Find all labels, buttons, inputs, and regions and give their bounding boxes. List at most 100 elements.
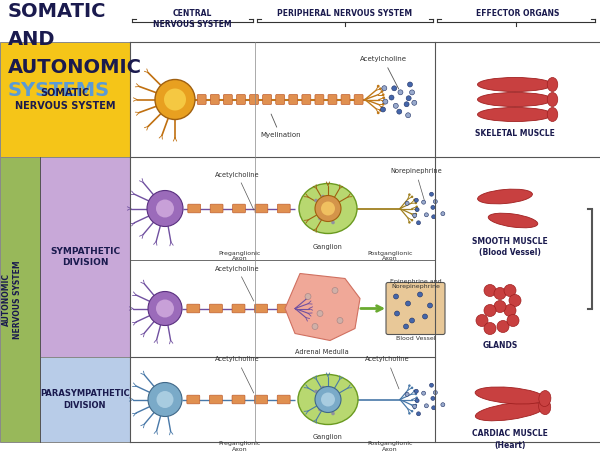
Circle shape — [406, 301, 410, 306]
FancyBboxPatch shape — [210, 204, 223, 213]
FancyBboxPatch shape — [232, 304, 245, 313]
Bar — [40, 157, 130, 357]
FancyBboxPatch shape — [233, 204, 245, 213]
Text: EFFECTOR ORGANS: EFFECTOR ORGANS — [476, 9, 559, 18]
Circle shape — [318, 408, 322, 411]
Circle shape — [424, 213, 428, 217]
Ellipse shape — [539, 391, 551, 407]
Circle shape — [394, 294, 398, 299]
Bar — [130, 42, 600, 157]
Circle shape — [411, 387, 413, 389]
Circle shape — [484, 323, 496, 335]
Circle shape — [382, 93, 385, 96]
Circle shape — [411, 410, 413, 413]
Circle shape — [392, 86, 397, 91]
Circle shape — [148, 292, 182, 325]
Circle shape — [431, 215, 436, 219]
Circle shape — [404, 102, 409, 107]
Text: Acetylcholine: Acetylcholine — [360, 57, 407, 89]
Circle shape — [441, 403, 445, 407]
Circle shape — [415, 400, 418, 403]
Circle shape — [476, 314, 488, 326]
Circle shape — [379, 109, 382, 112]
Polygon shape — [285, 273, 360, 340]
Circle shape — [147, 191, 183, 227]
Circle shape — [382, 100, 385, 103]
Circle shape — [424, 404, 428, 408]
Text: SYMPATHETIC
DIVISION: SYMPATHETIC DIVISION — [50, 247, 120, 267]
Circle shape — [430, 383, 433, 387]
Ellipse shape — [547, 78, 558, 91]
Circle shape — [408, 221, 410, 223]
Circle shape — [415, 397, 418, 399]
Circle shape — [405, 392, 409, 396]
Circle shape — [314, 390, 318, 393]
Circle shape — [418, 292, 422, 297]
FancyBboxPatch shape — [289, 95, 298, 105]
FancyBboxPatch shape — [386, 282, 445, 335]
Circle shape — [416, 221, 421, 225]
Bar — [0, 157, 130, 442]
FancyBboxPatch shape — [277, 204, 290, 213]
Circle shape — [509, 294, 521, 307]
FancyBboxPatch shape — [209, 395, 223, 404]
Text: AUTONOMIC: AUTONOMIC — [8, 58, 142, 77]
Text: Norepinephrine: Norepinephrine — [390, 169, 442, 200]
Circle shape — [415, 404, 417, 406]
FancyBboxPatch shape — [277, 395, 290, 404]
Circle shape — [332, 287, 338, 293]
Circle shape — [321, 202, 335, 216]
Text: Adrenal Medulla: Adrenal Medulla — [295, 349, 349, 355]
Circle shape — [422, 391, 425, 395]
Circle shape — [427, 303, 433, 308]
Circle shape — [431, 396, 435, 400]
Text: Postganglionic
Axon: Postganglionic Axon — [367, 250, 413, 261]
Circle shape — [415, 399, 419, 403]
Circle shape — [380, 107, 386, 112]
Text: CARDIAC MUSCLE
(Heart): CARDIAC MUSCLE (Heart) — [472, 430, 548, 450]
Circle shape — [405, 201, 409, 205]
Text: AND: AND — [8, 30, 56, 49]
Circle shape — [305, 293, 311, 299]
Text: CENTRAL
NERVOUS SYSTEM: CENTRAL NERVOUS SYSTEM — [153, 9, 232, 29]
Circle shape — [431, 205, 435, 209]
FancyBboxPatch shape — [354, 95, 363, 105]
Text: SOMATIC
NERVOUS SYSTEM: SOMATIC NERVOUS SYSTEM — [15, 88, 115, 111]
Circle shape — [484, 285, 496, 297]
Text: SMOOTH MUSCLE
(Blood Vessel): SMOOTH MUSCLE (Blood Vessel) — [472, 237, 548, 256]
Text: Acetylcholine: Acetylcholine — [215, 171, 260, 210]
FancyBboxPatch shape — [211, 95, 219, 105]
Circle shape — [315, 196, 341, 222]
Circle shape — [413, 390, 416, 392]
Circle shape — [494, 287, 506, 299]
Circle shape — [382, 103, 385, 106]
FancyBboxPatch shape — [187, 395, 200, 404]
Circle shape — [331, 412, 335, 415]
FancyBboxPatch shape — [263, 95, 272, 105]
Ellipse shape — [539, 399, 551, 414]
Circle shape — [337, 318, 343, 324]
Circle shape — [408, 193, 410, 196]
Circle shape — [504, 285, 516, 297]
Circle shape — [415, 213, 417, 215]
FancyBboxPatch shape — [277, 304, 290, 313]
Circle shape — [411, 219, 413, 222]
Text: PERIPHERAL NERVOUS SYSTEM: PERIPHERAL NERVOUS SYSTEM — [277, 9, 413, 18]
Circle shape — [156, 200, 174, 218]
Bar — [40, 357, 130, 442]
Circle shape — [413, 213, 416, 218]
FancyBboxPatch shape — [197, 95, 206, 105]
Circle shape — [413, 199, 416, 201]
Circle shape — [321, 195, 325, 198]
Circle shape — [413, 407, 416, 409]
Circle shape — [317, 310, 323, 317]
Circle shape — [404, 324, 409, 329]
FancyBboxPatch shape — [315, 95, 324, 105]
Circle shape — [415, 393, 417, 395]
Text: Acetylcholine: Acetylcholine — [215, 266, 260, 301]
Circle shape — [155, 80, 195, 119]
FancyBboxPatch shape — [302, 95, 311, 105]
Text: Acetylcholine: Acetylcholine — [365, 356, 410, 389]
Circle shape — [408, 412, 410, 414]
Circle shape — [415, 198, 418, 202]
